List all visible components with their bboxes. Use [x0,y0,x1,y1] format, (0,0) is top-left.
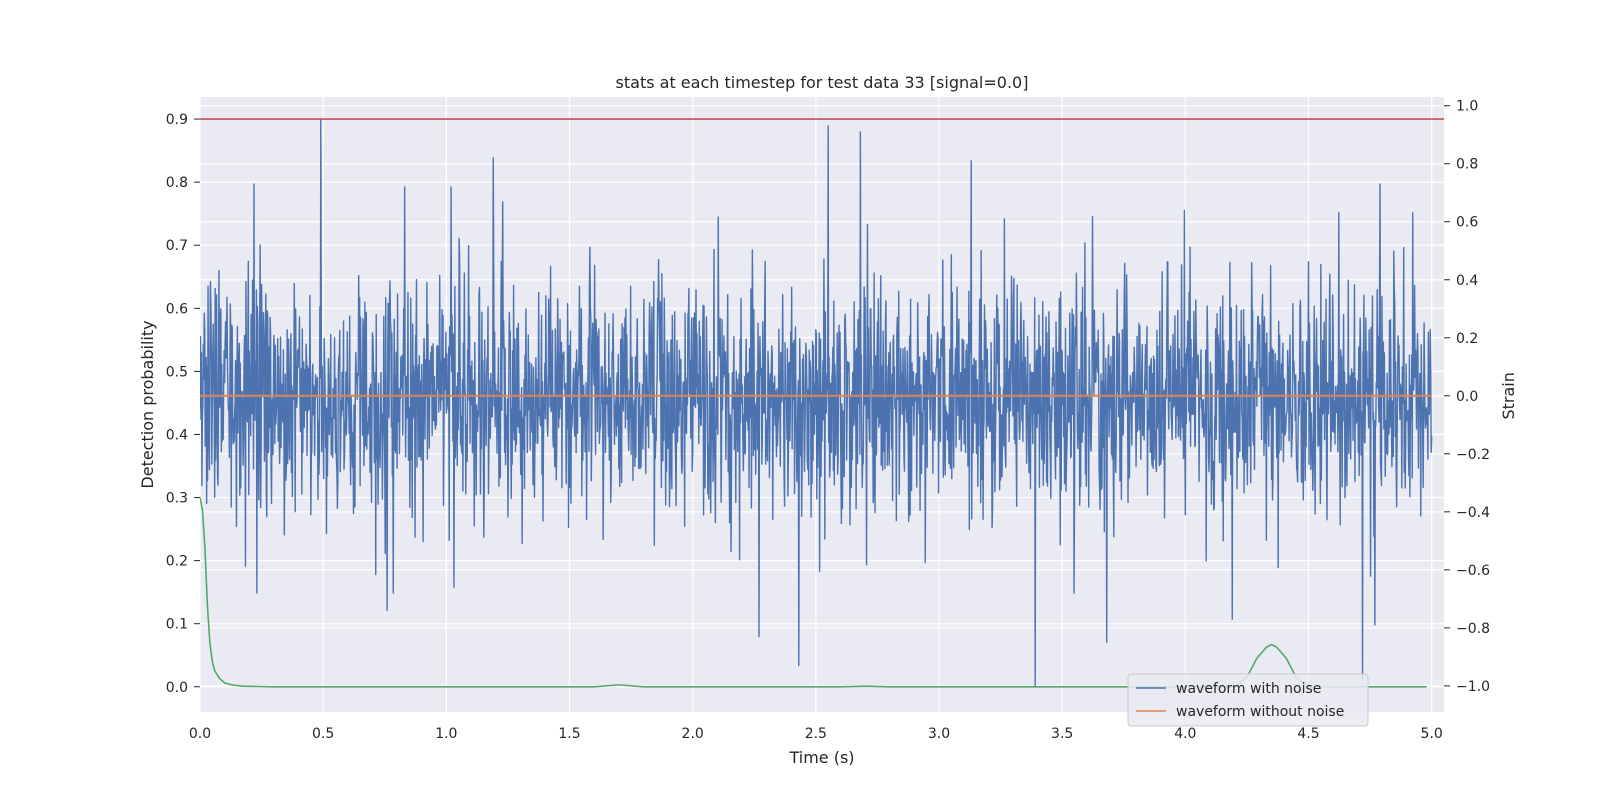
legend-box [1127,673,1369,727]
y-tick-label: 0.2 [166,554,188,570]
x-tick-label: 1.0 [435,726,457,742]
y2-tick-label: −1.0 [1456,679,1490,695]
series-waveform-with-noise [200,119,1433,687]
series-layer [200,118,1444,688]
y2-axis-label: Strain [1499,372,1518,419]
x-axis-ticks: 0.0 0.5 1.0 1.5 2.0 2.5 3.0 3.5 4.0 4.5 5.0 [189,726,1443,742]
y-tick-label: 0.9 [166,112,188,128]
x-tick-label: 0.0 [189,726,211,742]
y2-axis-ticks: −1.0 −0.8 −0.6 −0.4 −0.2 0.0 0.2 0.4 0.6 0.8 1.0 [1444,99,1490,695]
legend-label-waveform-with-noise: waveform with noise [1176,681,1321,697]
y-axis-label: Detection probability [138,320,157,488]
y-tick-label: 0.6 [166,301,188,317]
legend-label-waveform-without-noise: waveform without noise [1176,704,1344,720]
y-axis-ticks: 0.0 0.1 0.2 0.3 0.4 0.5 0.6 0.7 0.8 0.9 [166,112,200,696]
x-tick-label: 5.0 [1421,726,1443,742]
y-tick-label: 0.8 [166,175,188,191]
y2-tick-label: −0.4 [1456,505,1490,521]
x-tick-label: 3.0 [928,726,950,742]
x-tick-label: 1.5 [558,726,580,742]
y2-tick-label: 0.4 [1456,273,1478,289]
y2-tick-label: 0.0 [1456,389,1478,405]
y-tick-label: 0.3 [166,491,188,507]
y2-tick-label: 0.2 [1456,331,1478,347]
y2-tick-label: 0.6 [1456,215,1478,231]
y-tick-label: 0.0 [166,680,188,696]
series-detection-probability [200,497,1427,688]
legend: waveform with noise waveform without noi… [1127,673,1369,727]
y-tick-label: 0.1 [166,617,188,633]
y2-tick-label: 1.0 [1456,99,1478,115]
y2-tick-label: −0.2 [1456,447,1490,463]
x-tick-label: 2.5 [805,726,827,742]
y-tick-label: 0.7 [166,238,188,254]
x-axis-label: Time (s) [788,748,854,767]
x-tick-label: 2.0 [682,726,704,742]
y2-tick-label: −0.8 [1456,621,1490,637]
x-tick-label: 4.5 [1297,726,1319,742]
y-tick-label: 0.5 [166,364,188,380]
chart-title: stats at each timestep for test data 33 … [616,73,1029,92]
y-tick-label: 0.4 [166,427,188,443]
x-tick-label: 0.5 [312,726,334,742]
x-tick-label: 3.5 [1051,726,1073,742]
x-tick-label: 4.0 [1174,726,1196,742]
y2-tick-label: −0.6 [1456,563,1490,579]
y2-tick-label: 0.8 [1456,157,1478,173]
